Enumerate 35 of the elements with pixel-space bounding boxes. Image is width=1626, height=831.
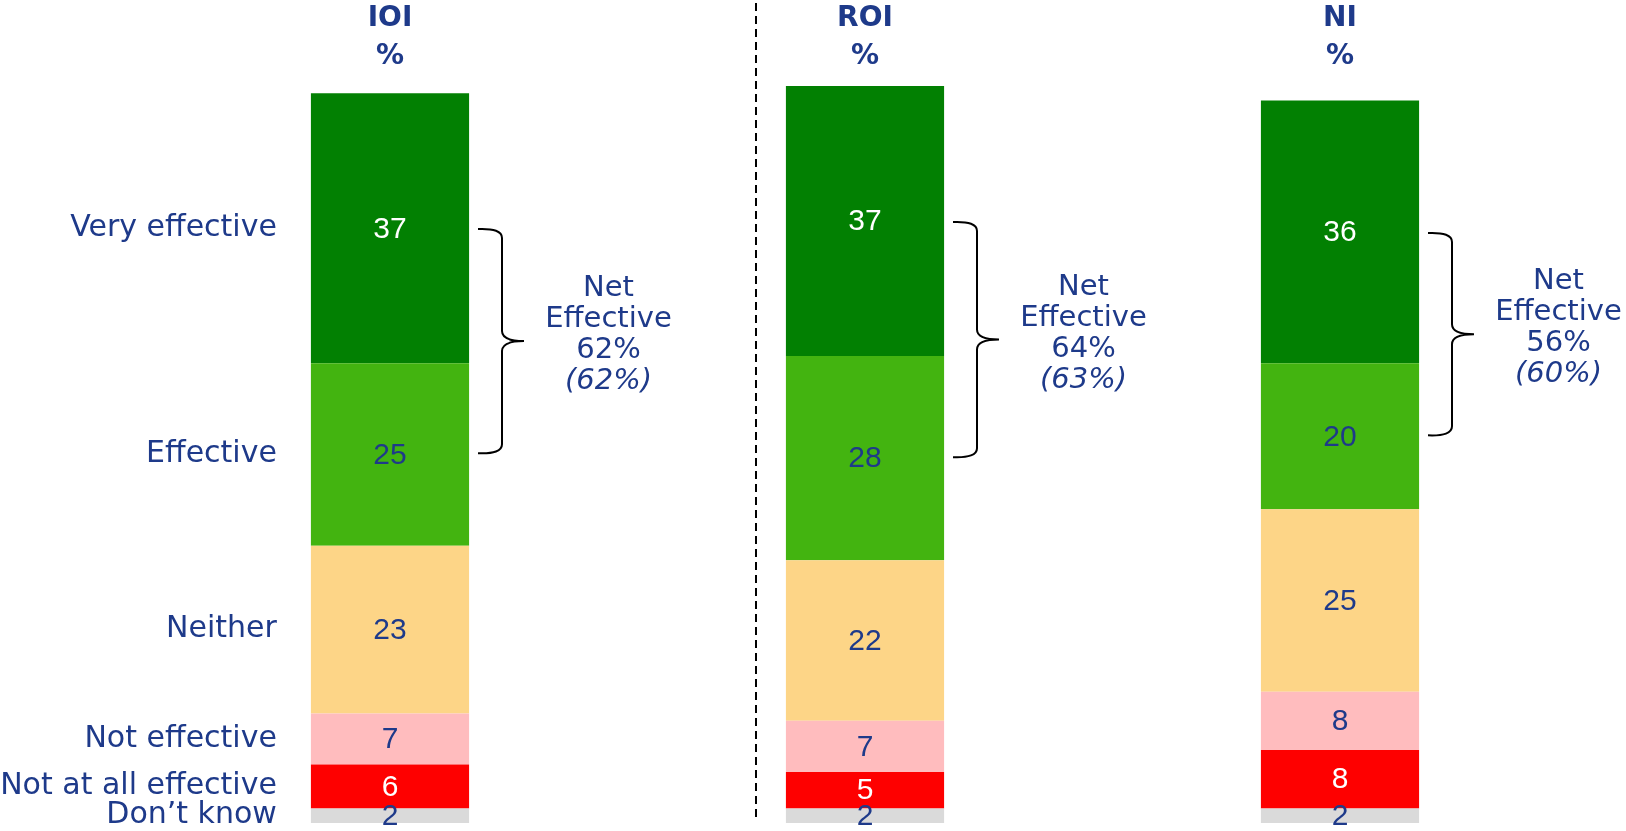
data-label: 25 — [1323, 582, 1357, 616]
data-label: 20 — [1323, 418, 1357, 452]
data-label: 28 — [848, 440, 882, 474]
series-label: Not effective — [84, 718, 277, 754]
data-label: 5 — [856, 772, 874, 806]
bar — [310, 545, 470, 714]
x-tick-label: NI % — [1323, 0, 1357, 72]
data-label: 8 — [1331, 761, 1349, 795]
data-label: 7 — [381, 721, 399, 755]
x-tick-label: IOI % — [367, 0, 413, 72]
bar — [785, 355, 945, 561]
bar — [785, 560, 945, 721]
x-tick-label: ROI % — [837, 0, 893, 72]
data-label: 7 — [856, 728, 874, 762]
series-label: Effective — [146, 434, 277, 470]
bar — [1260, 691, 1420, 751]
data-label: 2 — [1331, 797, 1349, 831]
data-label: 23 — [373, 611, 407, 645]
bar — [785, 86, 945, 356]
data-label: 37 — [373, 210, 407, 244]
data-label: 8 — [1331, 703, 1349, 737]
bar — [310, 93, 470, 364]
series-label: Neither — [166, 609, 278, 645]
bar — [310, 363, 470, 546]
data-label: 37 — [848, 203, 882, 237]
bar — [310, 713, 470, 765]
bar — [785, 720, 945, 772]
data-label: 36 — [1323, 214, 1357, 248]
bar — [1260, 509, 1420, 692]
data-label: 25 — [373, 436, 407, 470]
bar — [1260, 100, 1420, 364]
bar — [1260, 363, 1420, 510]
series-label: Very effective — [70, 208, 277, 244]
series-label: Don’t know — [106, 795, 277, 831]
data-label: 22 — [848, 622, 882, 656]
